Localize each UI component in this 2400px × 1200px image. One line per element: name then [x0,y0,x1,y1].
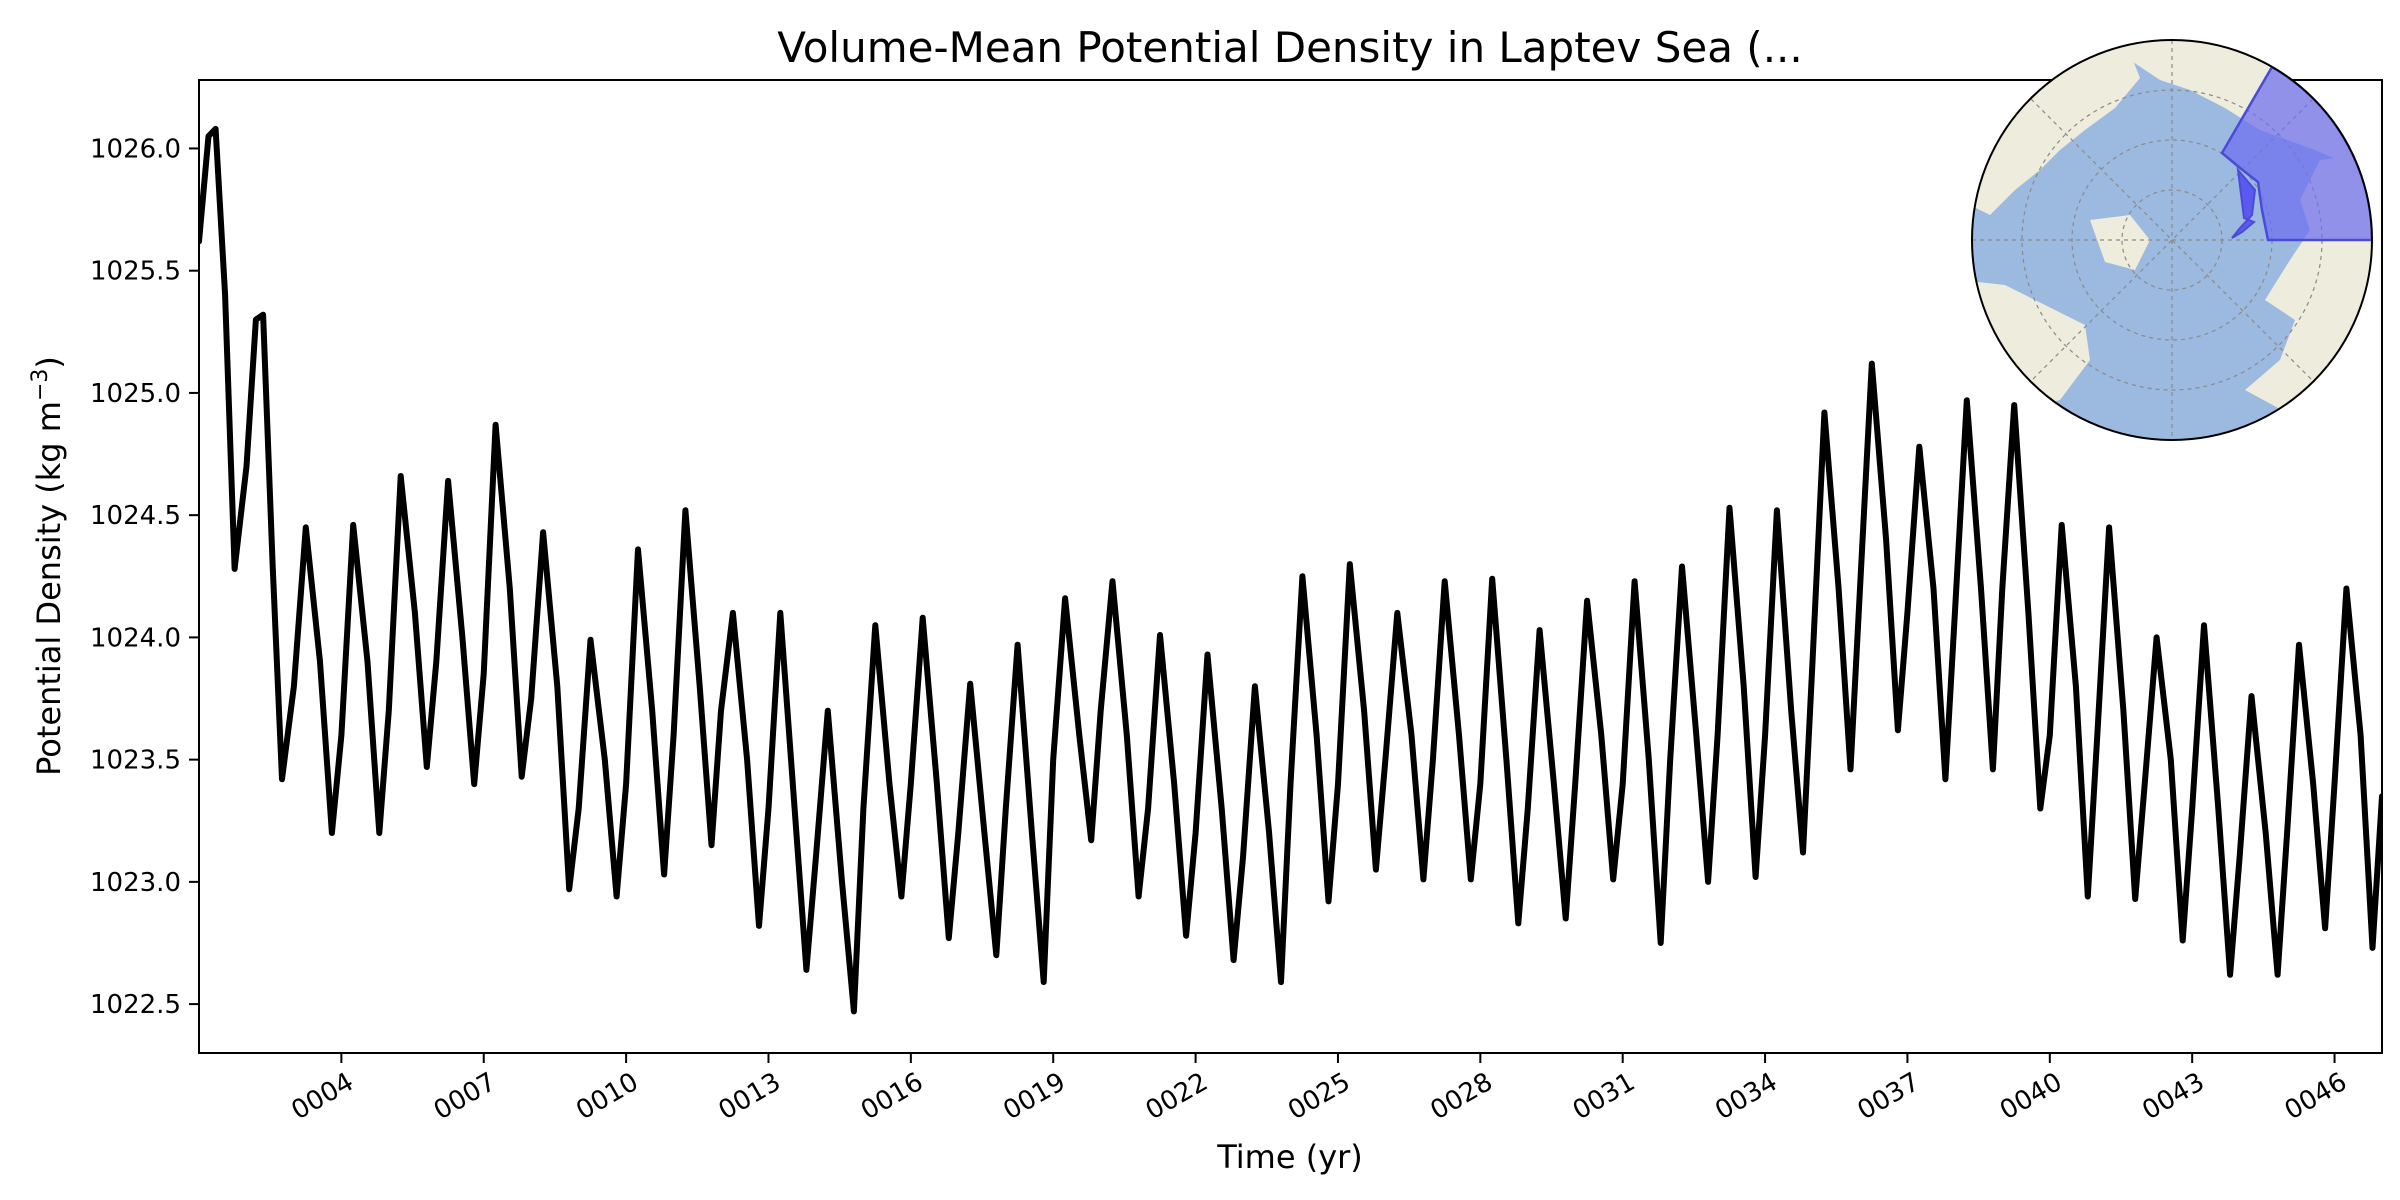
y-tick-label: 1023.0 [90,868,181,898]
map-highlight-fjord [2231,166,2257,239]
x-tick-label: 0019 [998,1067,1070,1126]
y-axis: 1022.5 1023.0 1023.5 1024.0 1024.5 1025.0 1025… [90,134,199,1020]
x-tick-label: 0025 [1283,1067,1355,1126]
x-tick-label: 0040 [1995,1067,2067,1126]
x-tick-label: 0007 [429,1067,501,1126]
x-tick-label: 0010 [571,1067,643,1126]
x-tick-label: 0031 [1568,1067,1640,1126]
y-axis-label-suffix: ) [30,356,68,368]
y-tick-label: 1023.5 [90,746,181,776]
x-tick-label: 0004 [287,1067,359,1126]
x-tick-label: 0013 [714,1067,786,1126]
x-axis-label: Time (yr) [1216,1138,1363,1176]
x-tick-label: 0043 [2137,1067,2209,1126]
y-tick-label: 1024.0 [90,623,181,653]
y-tick-label: 1022.5 [90,990,181,1020]
y-tick-label: 1025.5 [90,257,181,287]
map-border [1971,39,2373,441]
series-layer [199,125,2382,1015]
x-tick-label: 0037 [1853,1067,1925,1126]
y-axis-label: Potential Density (kg m−3) [28,356,68,776]
y-tick-label: 1026.0 [90,134,181,164]
y-axis-label-main: Potential Density (kg m [30,401,68,776]
x-tick-label: 0034 [1710,1067,1782,1126]
series-line [199,125,2382,1015]
y-tick-label: 1025.0 [90,379,181,409]
map-land-greenland-area [2090,215,2150,270]
map-land-west [1972,40,2140,215]
x-tick-label: 0022 [1141,1067,1213,1126]
x-axis: 0004 0007 0010 0013 0016 0019 0022 0025 0028 0031… [287,1053,2352,1126]
y-tick-label: 1024.5 [90,501,181,531]
y-axis-label-exponent: −3 [28,369,53,401]
chart-title: Volume-Mean Potential Density in Laptev … [777,23,1803,72]
x-tick-label: 0028 [1426,1067,1498,1126]
x-tick-label: 0016 [856,1067,928,1126]
x-tick-label: 0046 [2280,1067,2352,1126]
